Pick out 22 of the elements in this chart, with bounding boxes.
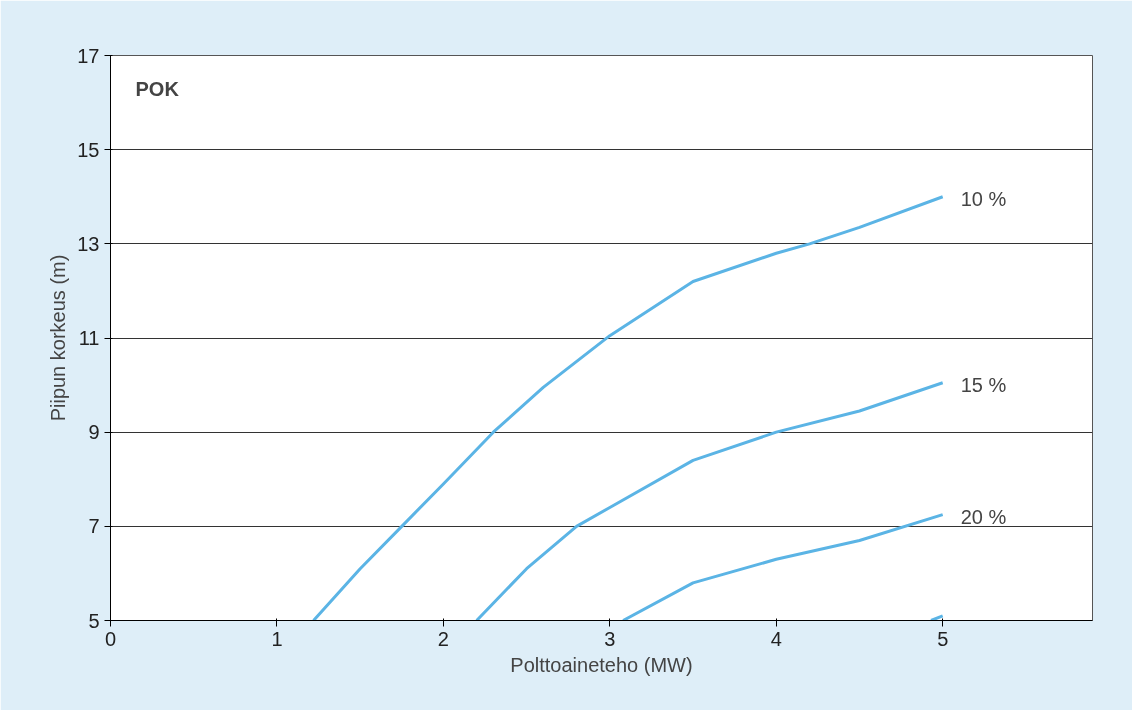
y-tick-label: 9 bbox=[88, 421, 100, 444]
x-tick-label: 2 bbox=[437, 627, 449, 650]
y-tick-label: 15 bbox=[77, 138, 100, 161]
y-tick-label: 17 bbox=[77, 44, 100, 67]
x-tick-label: 5 bbox=[937, 627, 949, 650]
x-tick-label: 0 bbox=[104, 627, 117, 650]
series-label: 10 % bbox=[960, 187, 1007, 210]
line-series bbox=[621, 513, 945, 621]
y-tick-label: 5 bbox=[88, 609, 100, 632]
line-series bbox=[475, 381, 945, 621]
y-tick-label: 7 bbox=[88, 515, 100, 538]
y-tick-label: 11 bbox=[78, 327, 100, 349]
x-tick-label: 3 bbox=[604, 627, 616, 650]
series-label: 20 % bbox=[960, 505, 1007, 528]
x-axis-title: Polttoaineteho (MW) bbox=[510, 653, 693, 676]
line-series bbox=[312, 195, 945, 621]
annotation: POK bbox=[135, 77, 180, 100]
y-axis-title: Piipun korkeus (m) bbox=[47, 254, 70, 422]
x-tick-label: 4 bbox=[770, 627, 782, 650]
series-label: 15 % bbox=[960, 373, 1007, 396]
x-tick-label: 1 bbox=[271, 627, 283, 650]
y-tick-label: 13 bbox=[77, 232, 100, 255]
